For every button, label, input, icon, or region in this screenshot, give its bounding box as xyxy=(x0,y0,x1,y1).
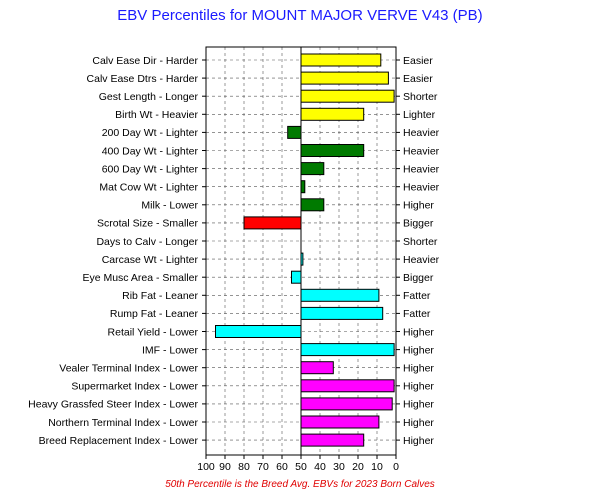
trait-label-left: Gest Length - Longer xyxy=(99,91,199,103)
trait-label-right: Higher xyxy=(403,363,434,375)
bar-22 xyxy=(300,433,365,447)
bars-layer xyxy=(215,47,395,455)
trait-label-right: Higher xyxy=(403,435,434,447)
trait-label-right: Fatter xyxy=(403,290,431,302)
trait-label-right: Easier xyxy=(403,55,433,67)
chart-title: EBV Percentiles for MOUNT MAJOR VERVE V4… xyxy=(117,7,482,24)
trait-label-left: Calv Ease Dir - Harder xyxy=(92,55,198,67)
trait-label-left: 200 Day Wt - Lighter xyxy=(102,127,199,139)
trait-label-right: Bigger xyxy=(403,218,434,230)
trait-label-right: Fatter xyxy=(403,308,431,320)
x-tick-label: 10 xyxy=(371,461,383,473)
x-tick-label: 90 xyxy=(219,461,231,473)
trait-label-left: Days to Calv - Longer xyxy=(96,236,198,248)
grid-layer xyxy=(206,47,396,455)
x-tick-label: 0 xyxy=(393,461,399,473)
trait-label-left: Northern Terminal Index - Lower xyxy=(48,417,198,429)
trait-label-left: Birth Wt - Heavier xyxy=(115,109,198,121)
trait-label-right: Heavier xyxy=(403,145,440,157)
bar-1 xyxy=(300,53,382,67)
trait-label-left: Rump Fat - Leaner xyxy=(110,308,199,320)
x-tick-label: 30 xyxy=(333,461,345,473)
bar-17 xyxy=(300,343,395,357)
trait-label-left: Eye Musc Area - Smaller xyxy=(82,272,198,284)
trait-label-right: Easier xyxy=(403,73,433,85)
x-tick-label: 70 xyxy=(257,461,269,473)
trait-label-left: Milk - Lower xyxy=(141,200,198,212)
trait-label-right: Heavier xyxy=(403,254,440,266)
bar-4 xyxy=(300,107,365,121)
trait-label-left: Vealer Terminal Index - Lower xyxy=(59,363,198,375)
bar-19 xyxy=(300,379,395,393)
trait-label-left: 600 Day Wt - Lighter xyxy=(102,163,199,175)
trait-label-right: Higher xyxy=(403,326,434,338)
right-labels: Easier Easier Shorter Lighter Heavier Heavier… xyxy=(396,55,440,447)
bar-15 xyxy=(300,306,384,320)
trait-label-left: Calv Ease Dtrs - Harder xyxy=(87,73,199,85)
trait-label-right: Heavier xyxy=(403,127,440,139)
bar-8 xyxy=(300,180,306,194)
trait-label-right: Shorter xyxy=(403,91,438,103)
trait-label-right: Shorter xyxy=(403,236,438,248)
bar-3 xyxy=(300,89,395,103)
trait-label-left: Supermarket Index - Lower xyxy=(71,381,198,393)
trait-label-right: Heavier xyxy=(403,163,440,175)
x-tick-label: 100 xyxy=(197,461,215,473)
bar-21 xyxy=(300,415,380,429)
trait-label-left: Rib Fat - Leaner xyxy=(122,290,198,302)
trait-label-left: Mat Cow Wt - Lighter xyxy=(99,182,198,194)
x-tick-label: 40 xyxy=(314,461,326,473)
trait-label-left: Carcase Wt - Lighter xyxy=(102,254,199,266)
trait-label-right: Higher xyxy=(403,344,434,356)
bar-13 xyxy=(291,270,302,284)
left-labels: Calv Ease Dir - Harder Calv Ease Dtrs - H… xyxy=(28,55,206,447)
x-tick-label: 60 xyxy=(276,461,288,473)
x-tick-label: 50 xyxy=(295,461,307,473)
bar-5 xyxy=(287,125,302,139)
trait-label-right: Bigger xyxy=(403,272,434,284)
trait-label-right: Higher xyxy=(403,399,434,411)
bar-6 xyxy=(300,144,365,157)
trait-label-left: IMF - Lower xyxy=(142,344,199,356)
trait-label-right: Higher xyxy=(403,417,434,429)
trait-label-left: Breed Replacement Index - Lower xyxy=(39,435,199,447)
x-axis-ticks: 100 90 80 70 60 50 40 30 20 10 0 xyxy=(197,455,399,473)
trait-label-left: Heavy Grassfed Steer Index - Lower xyxy=(28,399,198,411)
bar-14 xyxy=(300,288,380,302)
chart-footnote: 50th Percentile is the Breed Avg. EBVs f… xyxy=(165,479,435,490)
bar-18 xyxy=(300,361,334,375)
bar-7 xyxy=(300,162,325,176)
bar-2 xyxy=(300,71,389,85)
bar-16 xyxy=(215,325,302,338)
trait-label-right: Lighter xyxy=(403,109,436,121)
trait-label-left: Retail Yield - Lower xyxy=(108,326,199,338)
trait-label-right: Higher xyxy=(403,200,434,212)
x-tick-label: 20 xyxy=(352,461,364,473)
trait-label-right: Heavier xyxy=(403,182,440,194)
bar-10 xyxy=(243,216,302,230)
trait-label-right: Higher xyxy=(403,381,434,393)
bar-20 xyxy=(300,397,393,411)
trait-label-left: Scrotal Size - Smaller xyxy=(97,218,198,230)
trait-label-left: 400 Day Wt - Lighter xyxy=(102,145,199,157)
x-tick-label: 80 xyxy=(238,461,250,473)
bar-9 xyxy=(300,198,325,212)
